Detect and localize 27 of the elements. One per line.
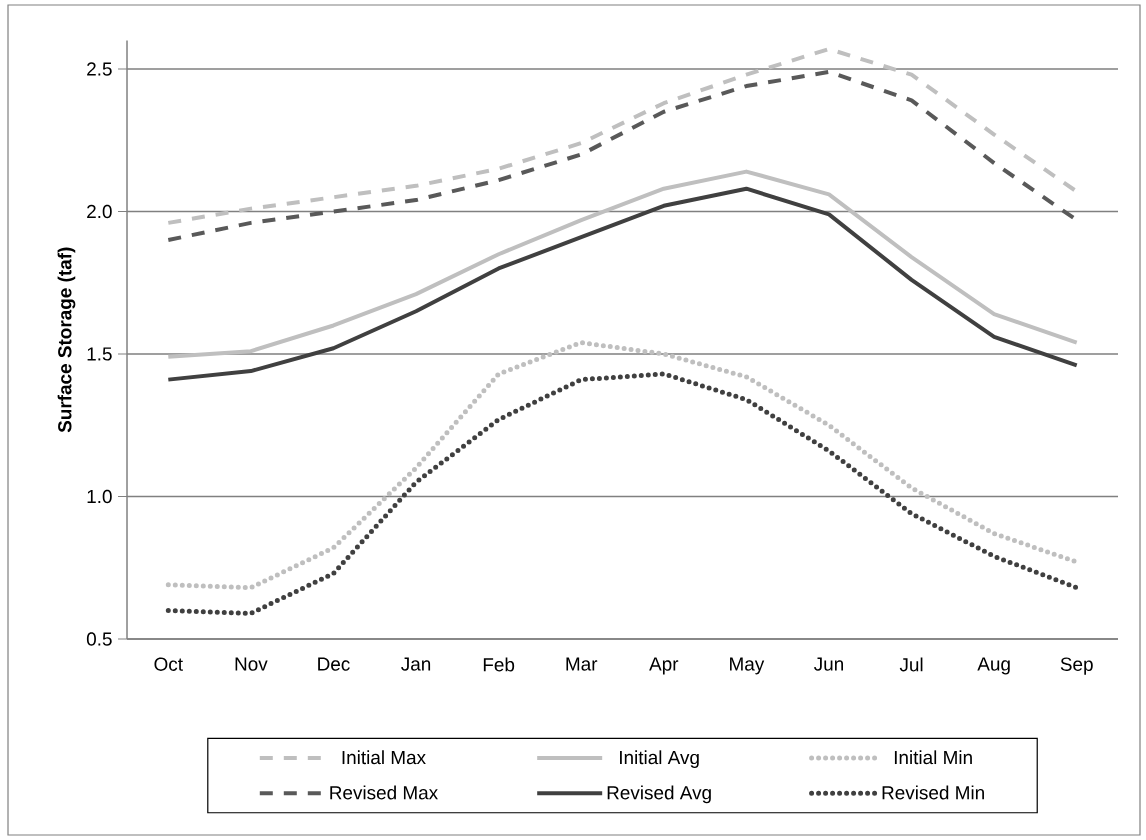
- x-tick-label: Aug: [977, 657, 1010, 675]
- y-axis-title: Surface Storage (taf): [57, 247, 76, 433]
- x-tick-label: May: [730, 657, 765, 675]
- x-tick-label: Jan: [401, 657, 431, 671]
- y-tick-label: 1.5: [87, 347, 112, 361]
- y-tick-label: 0.5: [86, 632, 112, 646]
- y-tick-label: 2.5: [87, 62, 112, 76]
- x-tick-label: Apr: [649, 657, 679, 675]
- x-tick-label: Jun: [814, 657, 843, 671]
- legend-label: Revised Avg: [607, 785, 711, 804]
- x-tick-label: Dec: [318, 657, 350, 671]
- legend-label: Revised Max: [330, 785, 438, 800]
- line-series: [166, 47, 1079, 225]
- x-tick-label: Jul: [899, 657, 923, 672]
- x-tick-label: Nov: [235, 657, 268, 671]
- x-tick-label: Mar: [566, 657, 598, 671]
- y-tick-label: 2.0: [87, 204, 112, 219]
- legend-label: Revised Min: [882, 785, 984, 800]
- line-series: [166, 186, 1079, 382]
- legend-label: Initial Min: [894, 750, 972, 765]
- x-tick-label: Sep: [1060, 657, 1093, 675]
- x-tick-label: Oct: [154, 657, 183, 671]
- legend-label: Initial Avg: [620, 750, 699, 768]
- y-tick-label: 1.0: [87, 489, 112, 504]
- line-series: [166, 169, 1079, 359]
- x-tick-label: Feb: [483, 657, 515, 672]
- legend-label: Initial Max: [342, 750, 426, 765]
